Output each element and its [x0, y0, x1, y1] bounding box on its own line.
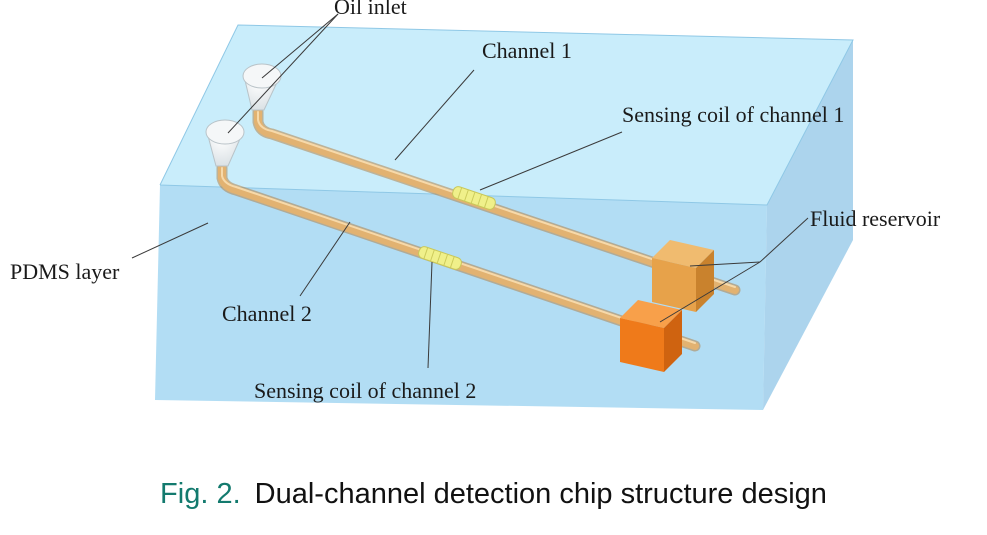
sensing-coil-2 [418, 246, 462, 270]
leader-channel-1 [394, 69, 475, 161]
label-sensing-coil-1: Sensing coil of channel 1 [622, 102, 844, 127]
leader-lines [131, 13, 809, 369]
fluid-reservoir-1 [652, 240, 714, 312]
label-channel-2: Channel 2 [222, 301, 312, 326]
label-fluid-reservoir: Fluid reservoir [810, 206, 941, 231]
pdms-front-face [155, 185, 767, 410]
chip-structure-diagram: Oil inlet Channel 1 Sensing coil of chan… [10, 0, 941, 410]
channel-2-tube [216, 162, 701, 352]
fluid-reservoir-2 [620, 300, 682, 372]
label-channel-1: Channel 1 [482, 38, 572, 63]
figure-caption: Fig. 2. Dual-channel detection chip struc… [0, 478, 987, 511]
pdms-right-face [763, 40, 853, 410]
leader-coil-1 [479, 131, 623, 191]
sensing-coil-1 [452, 186, 496, 210]
leader-pdms [131, 222, 209, 259]
figure-number: Fig. 2. [160, 478, 241, 510]
leader-reservoir-1 [759, 217, 809, 263]
label-pdms-layer: PDMS layer [10, 259, 120, 284]
label-oil-inlet: Oil inlet [334, 0, 407, 19]
figure-caption-text: Dual-channel detection chip structure de… [254, 478, 827, 510]
channel-1-tube [252, 106, 741, 296]
pdms-edge [159, 24, 854, 206]
leader-channel-2 [299, 221, 351, 297]
leader-oil-inlet-1 [261, 13, 339, 79]
leader-oil-inlet-2 [227, 13, 339, 134]
leader-reservoir-2 [659, 261, 761, 323]
leader-coil-2 [427, 261, 433, 369]
leader-reservoir-1b [689, 261, 761, 267]
label-sensing-coil-2: Sensing coil of channel 2 [254, 378, 476, 403]
